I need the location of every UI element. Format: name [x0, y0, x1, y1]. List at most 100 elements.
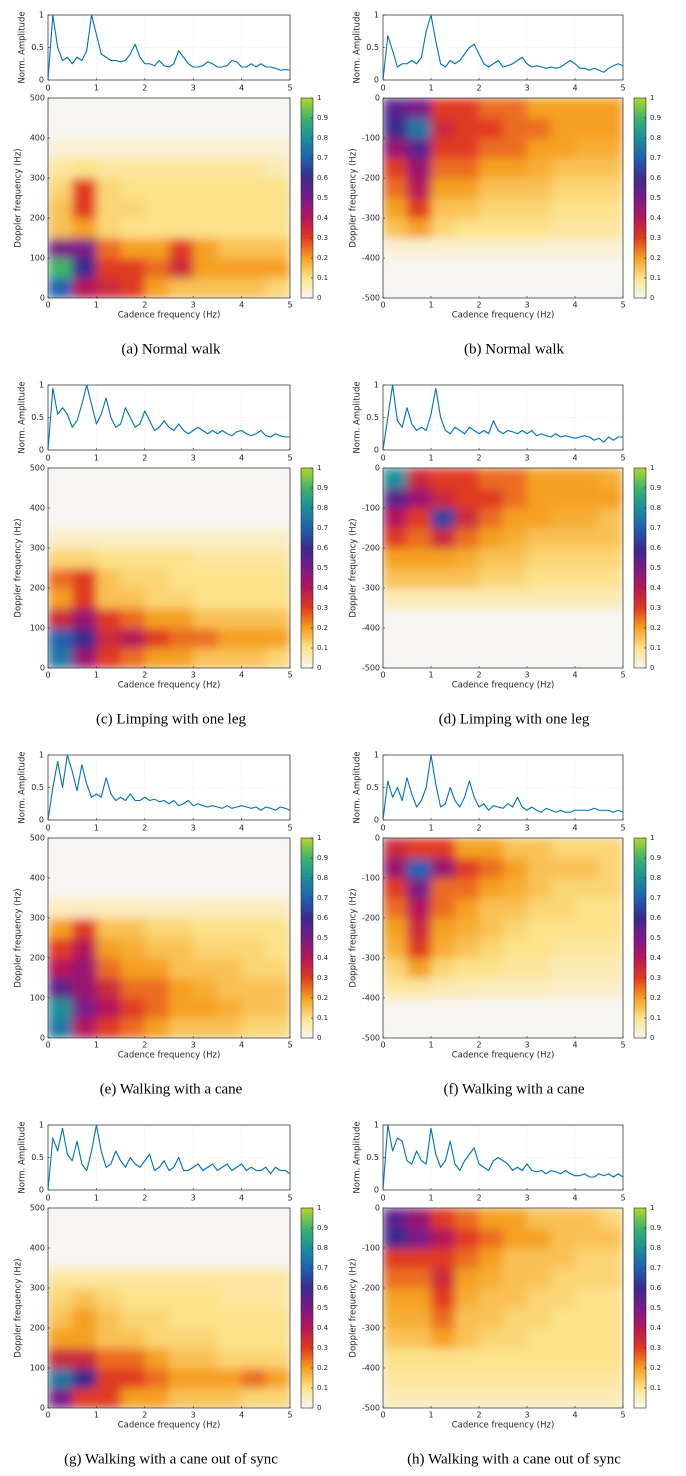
heatmap-cell — [193, 1288, 218, 1309]
heatmap-cell — [551, 978, 576, 999]
heatmap-cell — [383, 1268, 408, 1289]
heatmap-cell — [241, 628, 267, 649]
heatmap-cell — [503, 1208, 528, 1229]
heatmap-cell — [599, 178, 623, 199]
heatmap-cell — [120, 628, 146, 649]
colorbar-tick-label: 0 — [650, 1034, 654, 1042]
heatmap-cell — [551, 1368, 576, 1389]
colorbar-tick-label: 0.2 — [317, 994, 328, 1002]
x-tick-label: 3 — [191, 824, 196, 833]
heatmap-cell — [479, 198, 504, 219]
heatmap-cell — [527, 258, 552, 279]
heatmap-cell — [407, 958, 432, 979]
heatmap-cell — [241, 198, 267, 219]
heatmap-cell — [383, 1348, 408, 1369]
y-tick-label: 0.5 — [31, 783, 44, 792]
heatmap-cell — [551, 958, 576, 979]
heatmap-cell — [575, 628, 600, 649]
heatmap-cell — [144, 218, 170, 239]
heatmap-cell — [217, 98, 243, 119]
heatmap-cell — [455, 838, 480, 859]
heatmap-cell — [169, 198, 194, 219]
heatmap-cell — [575, 568, 600, 589]
y-tick-label: 0 — [374, 816, 379, 825]
heatmap-cell — [455, 468, 480, 489]
heatmap-cell — [599, 1328, 623, 1349]
heatmap-cell — [72, 1208, 97, 1229]
heatmap-cell — [383, 608, 408, 629]
heatmap-cell — [455, 898, 480, 919]
colorbar-tick-label: 1 — [650, 464, 654, 472]
heatmap-cells — [48, 838, 290, 1038]
heatmap-cell — [575, 1288, 600, 1309]
heatmap-cell — [503, 838, 528, 859]
heatmap-cell — [193, 1388, 218, 1408]
heatmap-cell — [599, 468, 623, 489]
heatmap-cell — [407, 858, 432, 879]
amplitude-line — [382, 384, 623, 451]
x-tick-label: 1 — [94, 454, 99, 463]
heatmap-cell — [48, 938, 73, 959]
heatmap-cell — [383, 858, 408, 879]
heatmap-cell — [96, 998, 122, 1019]
heatmap-cell — [407, 938, 432, 959]
heatmap-cell — [241, 1288, 267, 1309]
colorbar-tick-label: 0.9 — [650, 1224, 661, 1232]
colorbar-tick-label: 0.4 — [650, 214, 662, 222]
colorbar-tick-label: 0.1 — [650, 1384, 661, 1392]
y-tick-label: 0 — [40, 664, 45, 673]
heatmap-cell — [407, 1388, 432, 1408]
heatmap-cell — [96, 858, 122, 879]
heatmap-cell — [265, 278, 290, 298]
heatmap-cell — [72, 1328, 97, 1349]
colorbar-tick-label: 0.8 — [650, 504, 661, 512]
x-tick-label: 1 — [428, 301, 433, 310]
heatmap-cell — [479, 258, 504, 279]
heatmap-cell — [479, 118, 504, 139]
colorbar-tick-label: 0.8 — [317, 504, 328, 512]
heatmap-cell — [96, 508, 122, 529]
colorbar-tick-label: 0.4 — [650, 1324, 662, 1332]
heatmap-cell — [265, 918, 290, 939]
heatmap-cell — [217, 588, 243, 609]
heatmap-cell — [383, 918, 408, 939]
heatmap-cell — [96, 238, 122, 259]
heatmap-cell — [407, 238, 432, 259]
x-tick-label: 3 — [191, 301, 196, 310]
heatmap-cell — [265, 938, 290, 959]
x-tick-label: 0 — [380, 1041, 385, 1050]
colorbar-tick-label: 0.1 — [317, 274, 328, 282]
heatmap-cell — [407, 918, 432, 939]
heatmap-cell — [96, 878, 122, 899]
y-axis-label: Norm. Amplitude — [353, 381, 363, 453]
x-tick-label: 1 — [94, 1194, 99, 1203]
heatmap-cell — [72, 198, 97, 219]
colorbar-tick-label: 1 — [317, 834, 321, 842]
heatmap-cell — [599, 258, 623, 279]
heatmap-cell — [217, 1208, 243, 1229]
y-tick-label: 300 — [30, 174, 45, 183]
heatmap-cell — [193, 198, 218, 219]
heatmap-cell — [217, 178, 243, 199]
heatmap-cell — [551, 138, 576, 159]
heatmap-cell — [479, 898, 504, 919]
heatmap-cell — [48, 648, 73, 668]
heatmap-cell — [241, 1208, 267, 1229]
heatmap-cell — [72, 1288, 97, 1309]
x-tick-label: 0 — [45, 671, 50, 680]
heatmap-cell — [241, 1348, 267, 1369]
heatmap-cell — [455, 1248, 480, 1269]
heatmap-cell — [96, 568, 122, 589]
heatmap-cell — [193, 608, 218, 629]
y-tick-label: 200 — [30, 214, 45, 223]
axes-frame — [382, 97, 624, 299]
heatmap-cell — [407, 838, 432, 859]
heatmap-cell — [503, 1228, 528, 1249]
heatmap-cell — [455, 1368, 480, 1389]
x-axis-label: Cadence frequency (Hz) — [118, 1051, 221, 1061]
colorbar-tick-label: 1 — [650, 1204, 654, 1212]
heatmap-cell — [193, 528, 218, 549]
heatmap-cell — [217, 1248, 243, 1269]
y-tick-label: 200 — [30, 954, 45, 963]
heatmap-cell — [144, 878, 170, 899]
